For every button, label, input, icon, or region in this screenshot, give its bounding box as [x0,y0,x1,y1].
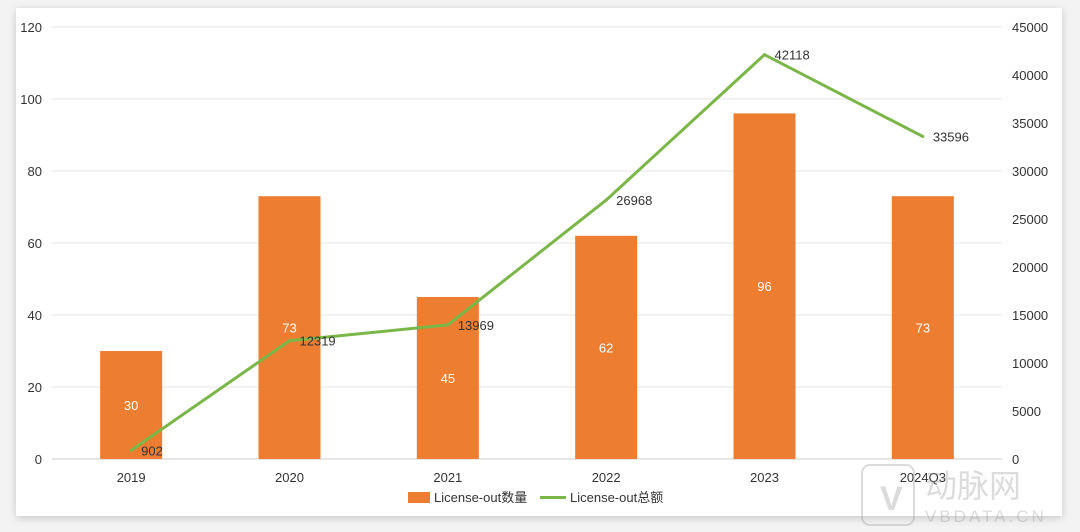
y-left-tick-label: 20 [28,380,42,395]
line-data-label: 33596 [933,129,969,144]
line-point [604,198,608,202]
y-right-tick-label: 35000 [1012,116,1048,131]
line-point [921,134,925,138]
bar-data-label: 62 [599,340,613,355]
line-data-label: 12319 [300,334,336,349]
x-tick-label: 2021 [433,470,462,485]
line-series [130,53,924,452]
legend-swatch-bar [408,492,430,503]
watermark-cn: 动脉网 [925,468,1021,504]
svg-text:V: V [880,480,903,518]
bar-data-label: 73 [282,321,296,336]
y-left-tick-label: 60 [28,236,42,251]
line-point [129,448,133,452]
bar [258,196,321,459]
bar [891,196,954,459]
watermark: V 动脉网 VBDATA.CN [861,464,1047,526]
legend: License-out数量 License-out总额 [408,490,663,505]
x-tick-label: 2023 [750,470,779,485]
y-right-tick-label: 40000 [1012,68,1048,83]
y-right-tick-label: 10000 [1012,356,1048,371]
y-right-tick-label: 45000 [1012,20,1048,35]
y-right-tick-label: 20000 [1012,260,1048,275]
bar [733,113,796,460]
line-point [288,339,291,343]
bar-data-label: 30 [124,398,138,413]
bar [575,235,638,459]
y-left-tick-label: 100 [20,92,42,107]
x-tick-label: 2019 [117,470,146,485]
y-right-tick-label: 5000 [1012,404,1041,419]
line-data-label: 42118 [775,48,810,63]
y-left-tick-label: 0 [35,452,42,467]
y-left-tick-label: 40 [28,308,42,323]
x-tick-label: 2022 [592,470,621,485]
line-point [763,53,766,57]
y-left-tick-label: 120 [20,20,42,35]
legend-label-bar: License-out数量 [434,490,527,505]
watermark-logo-icon [861,464,915,526]
y-right-tick-label: 0 [1012,452,1019,467]
line-data-label: 13969 [458,318,494,333]
watermark-en: VBDATA.CN [925,507,1047,526]
y-right-tick-label: 25000 [1012,212,1048,227]
legend-label-line: License-out总额 [570,490,663,505]
x-tick-label: 2024Q3 [900,470,946,485]
bar-data-label: 45 [441,371,455,386]
bar [100,351,163,459]
line-data-label: 902 [141,443,163,458]
x-tick-label: 2020 [275,470,304,485]
bar-data-label: 73 [916,321,930,336]
chart-card [16,8,1062,516]
y-right-tick-label: 15000 [1012,308,1048,323]
line-point [446,323,450,327]
line-data-label: 26968 [616,193,652,208]
bar-data-label: 96 [757,279,771,294]
y-right-tick-label: 30000 [1012,164,1048,179]
y-left-tick-label: 80 [28,164,42,179]
